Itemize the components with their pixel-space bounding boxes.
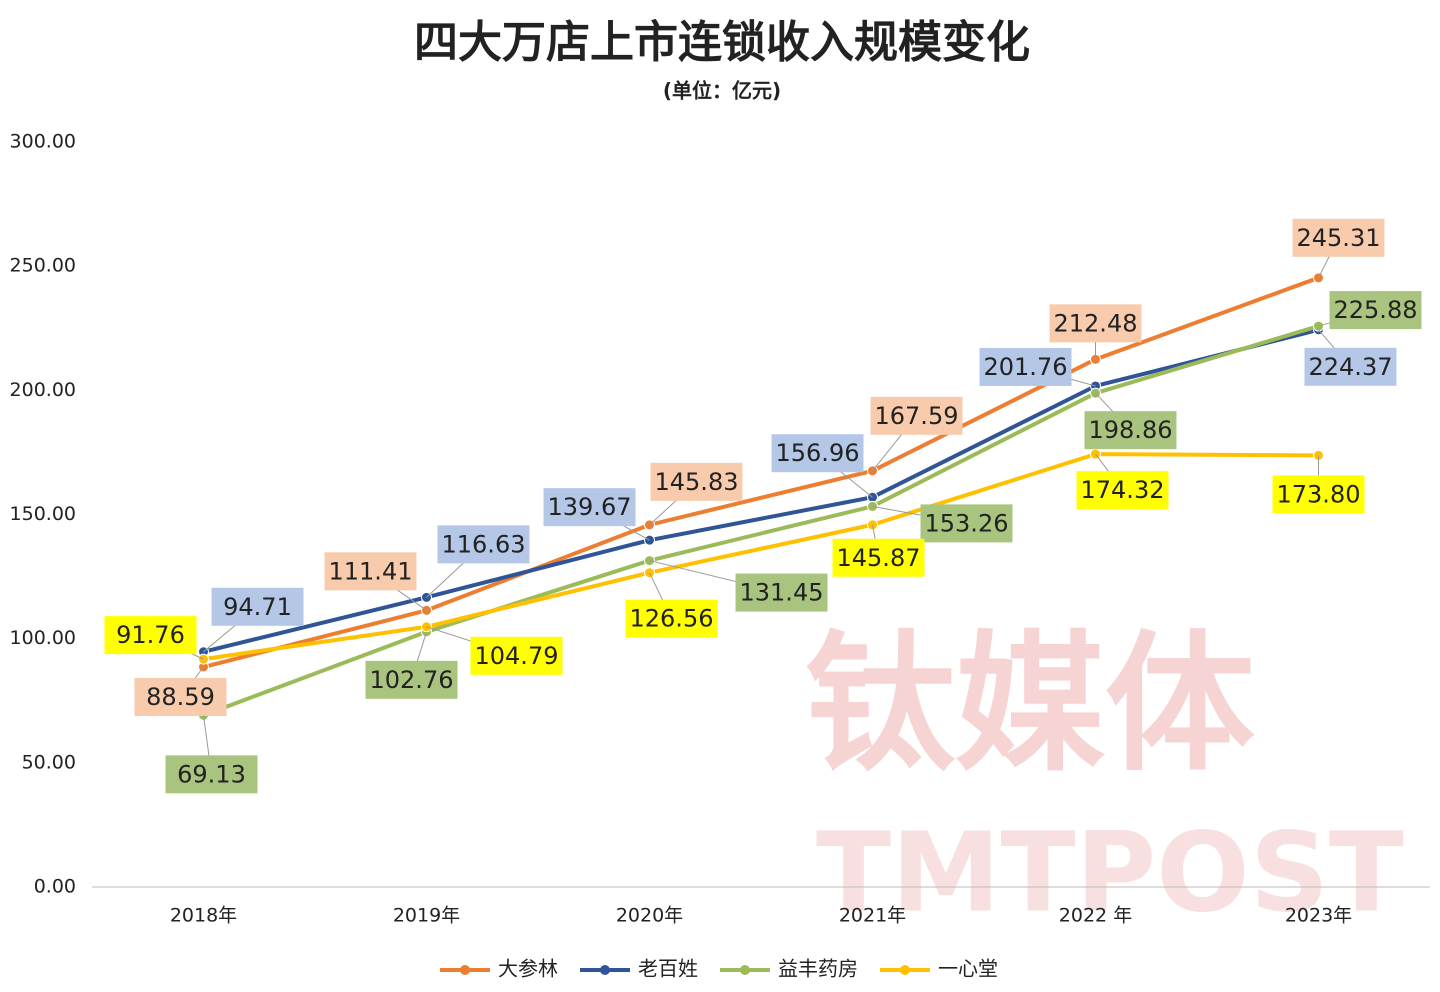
legend-label: 一心堂 xyxy=(938,957,998,981)
x-tick-label: 2018年 xyxy=(170,905,237,927)
data-label-box xyxy=(543,488,636,527)
legend-label: 益丰药房 xyxy=(778,957,858,981)
data-label-box xyxy=(104,616,197,655)
data-label: 126.56 xyxy=(630,605,714,633)
data-label-box xyxy=(324,552,417,591)
x-tick-label: 2022 年 xyxy=(1059,905,1132,927)
data-label: 102.76 xyxy=(370,666,454,694)
data-label-box xyxy=(211,587,304,626)
data-label: 145.83 xyxy=(655,468,739,496)
data-label-box xyxy=(470,636,563,675)
data-label: 173.80 xyxy=(1277,480,1361,508)
y-tick-label: 300.00 xyxy=(10,131,76,153)
legend-marker xyxy=(900,965,910,975)
data-label: 131.45 xyxy=(740,579,824,607)
data-label-box xyxy=(165,755,258,794)
series-line xyxy=(203,452,1319,662)
data-label-box xyxy=(920,504,1013,543)
data-label-box xyxy=(771,434,864,473)
y-tick-label: 0.00 xyxy=(34,876,76,898)
x-tick-label: 2020年 xyxy=(616,905,683,927)
data-label: 167.59 xyxy=(875,402,959,430)
data-label-box xyxy=(1329,291,1422,330)
data-label: 212.48 xyxy=(1054,309,1138,337)
data-label: 116.63 xyxy=(442,530,526,558)
x-tick-label: 2021年 xyxy=(839,905,906,927)
data-label-box xyxy=(365,660,458,699)
data-label-box xyxy=(870,396,963,435)
legend-label: 大参林 xyxy=(498,957,558,981)
data-label: 225.88 xyxy=(1334,296,1418,324)
data-label-box xyxy=(832,538,925,577)
data-label-box xyxy=(437,525,530,564)
data-label: 153.26 xyxy=(925,509,1009,537)
data-label: 245.31 xyxy=(1297,224,1381,252)
watermark: 钛媒体 xyxy=(805,618,1255,792)
data-label: 145.87 xyxy=(837,544,921,572)
x-tick-label: 2019年 xyxy=(393,905,460,927)
y-tick-label: 50.00 xyxy=(22,751,76,773)
y-tick-label: 150.00 xyxy=(10,503,76,525)
data-label-box xyxy=(1272,475,1365,514)
chart-title: 四大万店上市连锁收入规模变化 xyxy=(414,17,1030,68)
watermark: TMTPOST xyxy=(816,808,1404,936)
x-tick-label: 2023年 xyxy=(1285,905,1352,927)
data-label: 91.76 xyxy=(116,621,185,649)
data-label: 88.59 xyxy=(146,683,215,711)
data-label-box xyxy=(625,599,718,638)
data-label-box xyxy=(979,347,1072,386)
data-label: 156.96 xyxy=(776,439,860,467)
series-line xyxy=(203,327,1319,654)
data-label: 94.71 xyxy=(223,593,292,621)
y-tick-label: 200.00 xyxy=(10,379,76,401)
data-label: 104.79 xyxy=(475,642,559,670)
data-label: 198.86 xyxy=(1089,416,1173,444)
data-label: 201.76 xyxy=(984,353,1068,381)
y-tick-label: 250.00 xyxy=(10,255,76,277)
data-label: 111.41 xyxy=(329,557,413,585)
legend-marker xyxy=(740,965,750,975)
data-label: 224.37 xyxy=(1309,353,1393,381)
legend-marker xyxy=(600,965,610,975)
data-label-box xyxy=(1049,304,1142,343)
data-label: 69.13 xyxy=(177,760,246,788)
chart-subtitle: (单位：亿元) xyxy=(663,79,781,103)
data-label-box xyxy=(1304,347,1397,386)
data-label-box xyxy=(735,573,828,612)
series-line xyxy=(203,275,1320,669)
y-tick-label: 100.00 xyxy=(10,627,76,649)
data-label-box xyxy=(1084,411,1177,450)
data-label-box xyxy=(134,678,227,717)
data-label: 139.67 xyxy=(548,493,632,521)
data-label-box xyxy=(650,462,743,501)
series-line xyxy=(202,324,1320,718)
data-label-box xyxy=(1076,471,1169,510)
data-label: 174.32 xyxy=(1081,476,1165,504)
legend-label: 老百姓 xyxy=(638,957,698,981)
legend-marker xyxy=(460,965,470,975)
data-label-box xyxy=(1292,218,1385,257)
